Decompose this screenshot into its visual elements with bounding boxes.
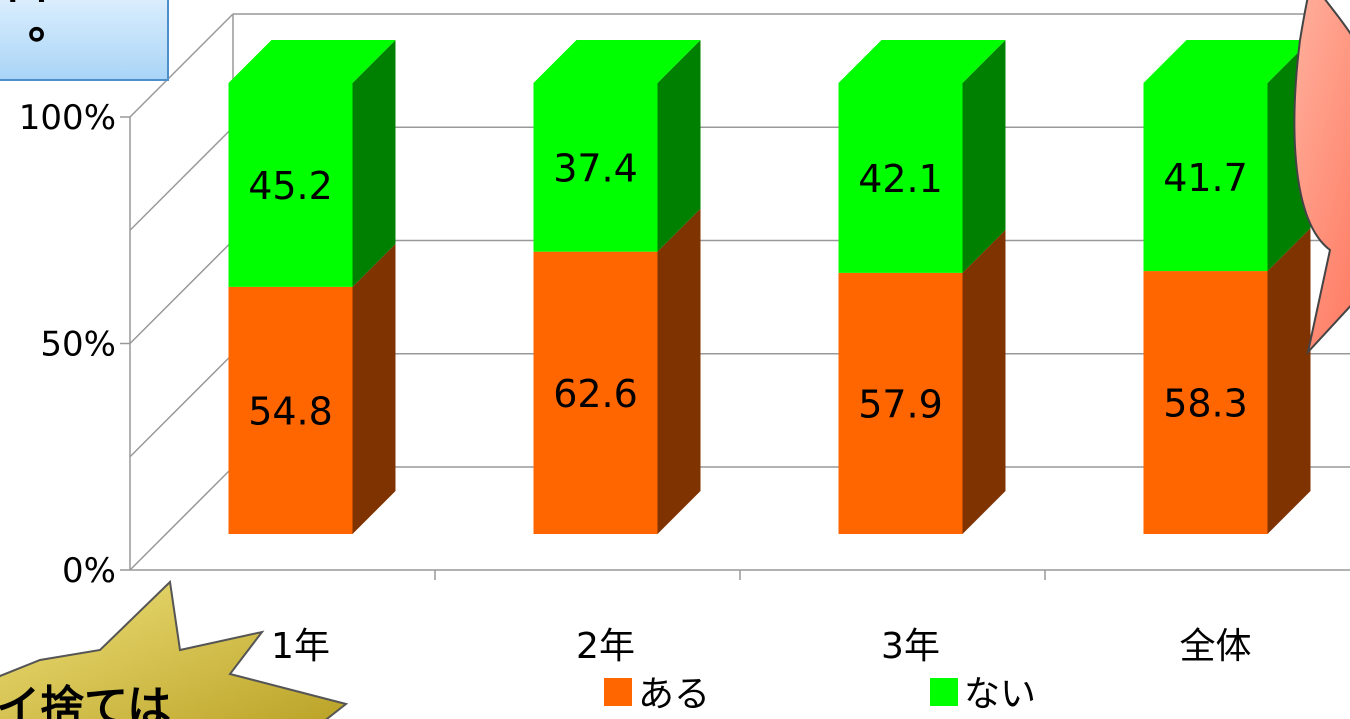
depth-line: [129, 239, 234, 345]
speech-bubble: [1293, 0, 1350, 356]
bar-side: [962, 229, 1006, 534]
depth-line: [129, 353, 234, 458]
bar-top: [1143, 40, 1311, 83]
y-tick-label: 100%: [19, 98, 116, 138]
bar-side: [1267, 228, 1311, 534]
data-label: 58.3: [1163, 382, 1248, 426]
data-label: 41.7: [1163, 156, 1248, 200]
bar-aru: [838, 272, 963, 534]
bar-nai: [228, 83, 353, 287]
bar-nai: [533, 83, 658, 252]
bar-top: [838, 40, 1006, 83]
bottom-left-callout-text: イ捨ては: [0, 682, 171, 719]
bar-side: [962, 40, 1006, 273]
bar-aru: [533, 251, 658, 534]
legend-label-aru: ある: [638, 674, 710, 715]
bar-nai: [1143, 83, 1268, 272]
x-category-label: 3年: [881, 626, 940, 667]
bar-side: [352, 243, 396, 535]
bar-aru: [228, 286, 353, 534]
bar-side: [657, 40, 701, 252]
data-label: 57.9: [858, 382, 943, 426]
x-category-label: 2年: [576, 626, 635, 667]
x-category-label: 全体: [1179, 626, 1251, 667]
top-left-note-dots: ' ': [6, 0, 48, 33]
data-label: 54.8: [248, 389, 333, 433]
speech-bubble-top: [1324, 0, 1350, 35]
data-label: 37.4: [553, 146, 638, 190]
data-label: 45.2: [248, 164, 333, 208]
bottom-left-callout: イ捨ては: [0, 579, 349, 719]
data-label: 62.6: [553, 372, 638, 416]
chart-bars: 54.8 45.2 1年 62.6 37.4 2年 57.9 42.1 3年 58.3 41.7 全体: [228, 40, 1311, 667]
legend: ある ない: [604, 674, 1036, 715]
x-category-label: 1年: [271, 626, 330, 667]
y-tick-label: 0%: [62, 551, 116, 591]
depth-line: [129, 126, 234, 231]
depth-line: [129, 13, 234, 118]
bar-top: [533, 40, 701, 83]
bar-side: [352, 40, 396, 287]
top-left-note-box: 。 ' ': [0, 0, 169, 81]
bar-side: [657, 208, 701, 534]
top-left-note-text: 。: [28, 0, 72, 49]
legend-label-nai: ない: [964, 674, 1036, 715]
legend-swatch-nai: [930, 678, 958, 706]
legend-swatch-aru: [604, 678, 632, 706]
bar-nai: [838, 83, 963, 273]
bar-aru: [1143, 271, 1268, 534]
depth-line: [129, 466, 234, 571]
bar-top: [228, 40, 396, 83]
y-tick-label: 50%: [40, 325, 116, 365]
data-label: 42.1: [858, 157, 943, 201]
